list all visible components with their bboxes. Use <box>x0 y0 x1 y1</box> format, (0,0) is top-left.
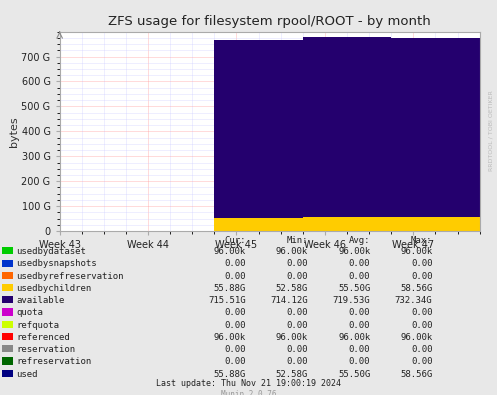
Text: quota: quota <box>16 308 43 317</box>
Text: Min:: Min: <box>287 236 308 245</box>
Text: 96.00k: 96.00k <box>214 247 246 256</box>
Text: 0.00: 0.00 <box>225 272 246 280</box>
Text: 96.00k: 96.00k <box>214 333 246 342</box>
Text: 0.00: 0.00 <box>411 321 432 329</box>
Text: 732.34G: 732.34G <box>395 296 432 305</box>
Text: available: available <box>16 296 65 305</box>
Title: ZFS usage for filesystem rpool/ROOT - by month: ZFS usage for filesystem rpool/ROOT - by… <box>108 15 431 28</box>
Text: Last update: Thu Nov 21 19:00:19 2024: Last update: Thu Nov 21 19:00:19 2024 <box>156 379 341 388</box>
Text: 0.00: 0.00 <box>287 308 308 317</box>
Text: 55.88G: 55.88G <box>214 284 246 293</box>
Text: 0.00: 0.00 <box>287 272 308 280</box>
Y-axis label: bytes: bytes <box>9 116 19 147</box>
Text: 0.00: 0.00 <box>225 345 246 354</box>
Text: 0.00: 0.00 <box>411 272 432 280</box>
Text: 0.00: 0.00 <box>411 357 432 366</box>
Text: 55.50G: 55.50G <box>338 284 370 293</box>
Text: 96.00k: 96.00k <box>400 247 432 256</box>
Text: 0.00: 0.00 <box>349 308 370 317</box>
Text: 0.00: 0.00 <box>349 357 370 366</box>
Text: 52.58G: 52.58G <box>276 370 308 378</box>
Text: 96.00k: 96.00k <box>276 333 308 342</box>
Text: 96.00k: 96.00k <box>276 247 308 256</box>
Text: 96.00k: 96.00k <box>338 247 370 256</box>
Text: 0.00: 0.00 <box>349 321 370 329</box>
Text: 0.00: 0.00 <box>225 260 246 268</box>
Text: 0.00: 0.00 <box>287 357 308 366</box>
Text: usedbydataset: usedbydataset <box>16 247 86 256</box>
Text: Munin 2.0.76: Munin 2.0.76 <box>221 389 276 395</box>
Text: reservation: reservation <box>16 345 76 354</box>
Text: refreservation: refreservation <box>16 357 91 366</box>
Text: 714.12G: 714.12G <box>270 296 308 305</box>
Text: Cur:: Cur: <box>225 236 246 245</box>
Text: 0.00: 0.00 <box>225 308 246 317</box>
Text: 0.00: 0.00 <box>225 357 246 366</box>
Text: 719.53G: 719.53G <box>332 296 370 305</box>
Text: 0.00: 0.00 <box>287 260 308 268</box>
Text: 55.88G: 55.88G <box>214 370 246 378</box>
Text: used: used <box>16 370 38 378</box>
Text: 58.56G: 58.56G <box>400 284 432 293</box>
Text: 0.00: 0.00 <box>225 321 246 329</box>
Text: 0.00: 0.00 <box>287 345 308 354</box>
Text: refquota: refquota <box>16 321 60 329</box>
Text: 0.00: 0.00 <box>411 308 432 317</box>
Text: 715.51G: 715.51G <box>208 296 246 305</box>
Text: 52.58G: 52.58G <box>276 284 308 293</box>
Text: 55.50G: 55.50G <box>338 370 370 378</box>
Text: Avg:: Avg: <box>349 236 370 245</box>
Text: 58.56G: 58.56G <box>400 370 432 378</box>
Text: 0.00: 0.00 <box>349 260 370 268</box>
Text: Max:: Max: <box>411 236 432 245</box>
Text: RRDTOOL / TOBI OETIKER: RRDTOOL / TOBI OETIKER <box>488 90 493 171</box>
Text: referenced: referenced <box>16 333 70 342</box>
Text: 0.00: 0.00 <box>349 345 370 354</box>
Text: 96.00k: 96.00k <box>338 333 370 342</box>
Text: usedbysnapshots: usedbysnapshots <box>16 260 97 268</box>
Text: usedbyrefreservation: usedbyrefreservation <box>16 272 124 280</box>
Text: 0.00: 0.00 <box>411 260 432 268</box>
Text: usedbychildren: usedbychildren <box>16 284 91 293</box>
Text: 0.00: 0.00 <box>349 272 370 280</box>
Text: 96.00k: 96.00k <box>400 333 432 342</box>
Text: 0.00: 0.00 <box>287 321 308 329</box>
Text: 0.00: 0.00 <box>411 345 432 354</box>
